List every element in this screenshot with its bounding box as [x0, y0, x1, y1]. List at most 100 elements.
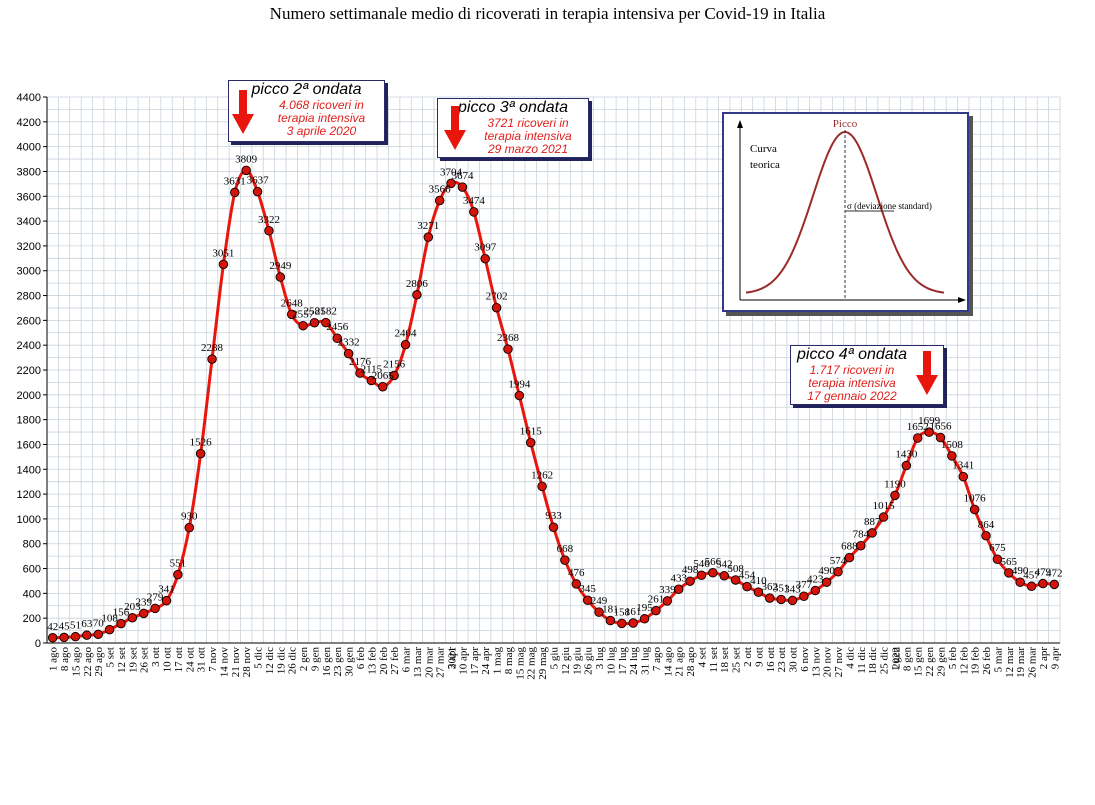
data-point	[218, 259, 229, 270]
data-label: 343	[784, 583, 801, 595]
x-tick-label: 4 set	[696, 647, 708, 667]
x-tick-label: 5 giu	[549, 647, 561, 670]
inset-y-arrow-icon	[737, 120, 743, 128]
callout-second-wave-head: picco 2ª ondata	[251, 81, 362, 98]
data-point	[446, 178, 456, 189]
x-tick-label: 3 ott	[150, 647, 162, 667]
down-arrow-icon	[916, 351, 938, 395]
data-point	[867, 528, 877, 538]
data-point	[173, 569, 183, 580]
data-point	[457, 182, 468, 192]
data-point	[628, 618, 638, 628]
x-tick-label: 10 ott	[162, 647, 174, 672]
data-point	[264, 226, 274, 236]
data-point	[639, 614, 650, 624]
data-point	[947, 451, 957, 461]
x-tick-label: 13 mar	[412, 647, 424, 678]
data-label: 351	[773, 582, 790, 594]
data-label: 551	[170, 558, 187, 570]
data-point	[434, 195, 445, 206]
data-point	[730, 575, 741, 585]
y-tick-label: 1400	[17, 464, 41, 476]
inset-theoretical-curve: Picco Curva teorica σ (deviazione standa…	[722, 112, 969, 312]
data-point	[799, 591, 809, 601]
y-tick-label: 0	[35, 638, 41, 650]
data-point	[389, 370, 399, 381]
data-label: 279	[147, 591, 164, 603]
data-label: 2288	[201, 342, 224, 354]
data-label: 108	[101, 613, 118, 625]
x-tick-label: 29 mag	[537, 647, 549, 680]
x-tick-label: 26 dic	[287, 647, 299, 674]
data-label: 864	[978, 519, 995, 531]
x-tick-label: 12 giu	[560, 647, 572, 675]
data-label: 508	[727, 563, 744, 575]
data-label: 3631	[224, 175, 246, 187]
y-tick-label: 3200	[17, 241, 41, 253]
data-point	[742, 581, 752, 592]
callout-fourth-wave-head: picco 4ª ondata	[797, 346, 907, 363]
x-year-label: 2022	[890, 647, 902, 669]
x-tick-label: 13 nov	[810, 647, 822, 678]
x-tick-label: 30 gen	[344, 647, 356, 677]
x-tick-label: 7 ago	[651, 647, 663, 672]
callout-third-wave-line2: terapia intensiva	[484, 129, 572, 143]
data-label: 930	[181, 511, 198, 523]
data-point	[924, 427, 934, 437]
data-point	[969, 504, 980, 515]
data-point	[93, 629, 103, 640]
x-tick-label: 10 lug	[605, 647, 617, 675]
x-tick-label: 30 ott	[788, 647, 800, 672]
data-point	[776, 594, 786, 605]
data-points	[47, 165, 1060, 643]
data-label: 1994	[508, 379, 531, 391]
data-point	[560, 555, 570, 565]
data-point	[309, 317, 320, 328]
x-tick-label: 5 dic	[253, 647, 265, 669]
x-tick-label: 19 mar	[1015, 647, 1027, 678]
data-point	[138, 608, 149, 619]
callout-third-wave-line3: 29 marzo 2021	[487, 142, 569, 156]
x-tick-label: 1 ago	[48, 647, 60, 672]
y-tick-label: 1800	[17, 415, 41, 427]
data-point	[59, 632, 69, 643]
data-label: 2648	[281, 297, 304, 309]
data-label: 566	[705, 556, 722, 568]
y-tick-label: 4200	[17, 117, 41, 129]
data-label: 1508	[941, 439, 964, 451]
inset-curve-label-1: Curva	[750, 143, 777, 155]
y-tick-label: 3600	[17, 191, 41, 203]
data-point	[617, 618, 627, 629]
data-point	[582, 595, 593, 605]
x-tick-label: 31 ott	[196, 647, 208, 672]
data-label: 3704	[440, 166, 463, 178]
x-tick-label: 17 ott	[173, 647, 185, 672]
x-tick-label: 14 ago	[662, 647, 674, 677]
data-label: 156	[113, 607, 130, 619]
data-point	[47, 633, 58, 643]
data-point	[537, 481, 547, 492]
data-point	[605, 615, 616, 626]
data-point	[184, 522, 195, 533]
data-label: 472	[1046, 567, 1063, 579]
x-tick-label: 26 set	[139, 647, 151, 673]
data-point	[1004, 568, 1014, 578]
y-tick-label: 1200	[17, 489, 41, 501]
data-label: 3674	[451, 170, 474, 182]
y-tick-label: 2000	[17, 390, 41, 402]
data-label: 181	[602, 604, 619, 616]
x-tick-label: 19 feb	[970, 647, 982, 675]
data-label: 203	[124, 601, 141, 613]
data-point	[1049, 579, 1060, 590]
data-point	[275, 272, 286, 282]
data-point	[981, 531, 991, 541]
x-tick-label: 6 feb	[355, 647, 367, 670]
data-point	[651, 605, 661, 616]
data-label: 1615	[520, 426, 543, 438]
x-tick-label: 25 dic	[879, 647, 891, 674]
data-label: 457	[1023, 569, 1040, 581]
callout-third-wave-line1: 3721 ricoveri in	[487, 116, 569, 130]
x-tick-label: 2 apr	[1038, 647, 1050, 670]
data-point	[480, 253, 490, 264]
